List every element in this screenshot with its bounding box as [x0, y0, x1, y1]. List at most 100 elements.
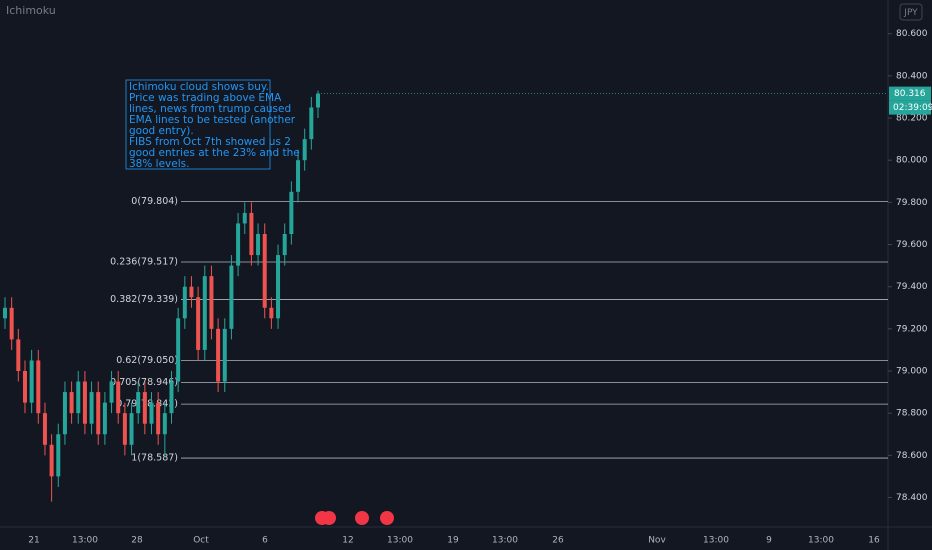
- x-tick-label: 13:00: [72, 536, 98, 546]
- candle-body: [76, 381, 81, 414]
- candle-body: [82, 381, 87, 424]
- y-tick-label: 78.800: [896, 409, 928, 419]
- currency: JPY: [903, 8, 918, 18]
- candle-body: [256, 233, 261, 256]
- x-tick-label: 28: [131, 536, 143, 546]
- candle-body: [16, 339, 21, 372]
- fib-label: 0.705(78.946): [110, 377, 178, 388]
- candle-body: [69, 392, 74, 414]
- event-marker: [322, 511, 336, 525]
- fib-label: 0.62(79.050): [116, 355, 178, 366]
- x-tick-label: 13:00: [387, 536, 413, 546]
- y-tick-label: 79.800: [896, 198, 928, 208]
- candle-body: [109, 381, 114, 403]
- countdown: 02:39:09: [893, 103, 932, 113]
- candle-body: [136, 392, 141, 414]
- candle-body: [122, 413, 127, 445]
- y-tick-label: 80.000: [896, 156, 928, 166]
- candle-body: [316, 93, 320, 108]
- candle-body: [162, 413, 167, 435]
- candle-body: [282, 233, 287, 256]
- candle-body: [182, 286, 187, 319]
- candle-body: [209, 276, 214, 329]
- y-tick-label: 80.400: [896, 71, 928, 81]
- candle-body: [249, 212, 254, 256]
- chart-title: Ichimoku: [6, 4, 56, 17]
- annotation-line: lines, news from trump caused: [129, 103, 291, 115]
- candle-body: [156, 402, 161, 435]
- last-price: 80.316: [894, 89, 926, 99]
- event-markers: [315, 511, 394, 525]
- candle-body: [269, 307, 274, 319]
- x-tick-label: Nov: [648, 536, 666, 546]
- y-tick-label: 78.400: [896, 493, 928, 503]
- annotation-line: Price was trading above EMA: [129, 92, 282, 104]
- fib-label: 0.382(79.339): [110, 294, 178, 305]
- candle-body: [302, 139, 307, 161]
- annotation-box: [125, 79, 271, 170]
- fib-label: 0.79(78.843): [116, 399, 178, 410]
- candle-body: [3, 307, 7, 319]
- candle-body: [276, 255, 281, 319]
- y-tick-label: 80.600: [896, 29, 928, 39]
- candle-body: [216, 328, 221, 382]
- candle-body: [116, 381, 121, 414]
- event-marker: [355, 511, 369, 525]
- fib-label: 0.236(79.517): [110, 257, 178, 268]
- candle-body: [36, 360, 41, 414]
- event-marker: [380, 511, 394, 525]
- last-price-tag: [889, 86, 931, 101]
- x-tick-label: Oct: [193, 536, 209, 546]
- y-tick-label: 79.000: [896, 367, 928, 377]
- x-tick-label: 21: [28, 536, 39, 546]
- candle-body: [62, 392, 67, 435]
- candle-body: [262, 233, 267, 308]
- annotation-line: 38% levels.: [129, 158, 189, 170]
- candle-body: [229, 265, 234, 329]
- candle-body: [29, 360, 34, 403]
- annotation-line: good entry).: [129, 125, 194, 137]
- candle-body: [189, 286, 194, 298]
- candle-body: [202, 276, 207, 350]
- x-tick-label: 13:00: [808, 536, 834, 546]
- annotation-line: good entries at the 23% and the: [129, 147, 300, 159]
- candle-body: [169, 381, 174, 414]
- candle-body: [42, 413, 47, 445]
- x-tick-label: 13:00: [492, 536, 518, 546]
- x-tick-label: 6: [262, 536, 268, 546]
- candle-body: [142, 392, 147, 424]
- candle-body: [296, 160, 301, 192]
- countdown-tag: [889, 100, 931, 115]
- candle-body: [56, 434, 61, 477]
- candle-body: [149, 402, 154, 424]
- annotation-line: FIBS from Oct 7th showed us 2: [129, 136, 291, 148]
- candle-body: [89, 392, 94, 424]
- x-tick-label: 13:00: [703, 536, 729, 546]
- fib-label: 1(78.587): [131, 453, 178, 464]
- y-tick-label: 79.400: [896, 282, 928, 292]
- y-tick-label: 78.600: [896, 451, 928, 461]
- candle-body: [96, 392, 101, 435]
- candle-body: [22, 371, 27, 403]
- candle-body: [9, 307, 14, 340]
- candle-body: [289, 191, 294, 234]
- y-tick-label: 79.200: [896, 324, 928, 334]
- candle-body: [222, 328, 227, 382]
- y-tick-label: 79.600: [896, 240, 928, 250]
- annotation-line: EMA lines to be tested (another: [129, 114, 296, 126]
- candle-body: [176, 318, 181, 382]
- currency-box: [899, 3, 923, 21]
- y-tick-label: 80.200: [896, 114, 928, 124]
- annotation-line: Ichimoku cloud shows buy.: [129, 81, 269, 93]
- x-tick-label: 12: [342, 536, 353, 546]
- candle-body: [242, 212, 247, 224]
- candle-body: [102, 402, 107, 435]
- x-tick-label: 26: [552, 536, 564, 546]
- candle-body: [129, 413, 134, 445]
- x-tick-label: 9: [766, 536, 772, 546]
- x-tick-label: 16: [868, 536, 880, 546]
- fib-label: 0(79.804): [131, 196, 178, 207]
- candle-body: [196, 297, 201, 350]
- candle-body: [236, 223, 241, 266]
